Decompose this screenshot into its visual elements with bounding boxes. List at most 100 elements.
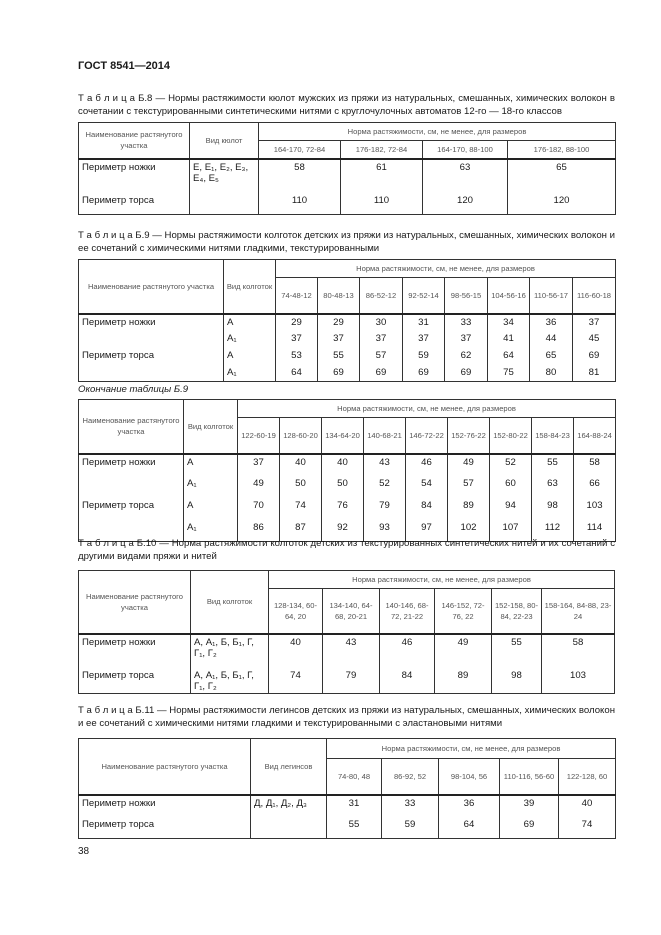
cell-value: 98 (491, 667, 542, 694)
cell-value: 40 (279, 453, 322, 476)
column-header-name: Наименование растянутого участка (78, 122, 190, 160)
table-row: Периметр торса А 70 74 76 79 84 89 94 98 103 (78, 497, 617, 520)
cell-value: 70 (237, 497, 280, 520)
cell-value: 30 (359, 313, 403, 331)
header-row: Наименование растянутого участка Вид колг… (78, 399, 617, 455)
column-header-group: Норма растяжимости, см, не менее, для ра… (326, 738, 616, 759)
cell-product-type: А₁ (223, 364, 276, 382)
table-b8: Наименование растянутого участка Вид кюло… (78, 122, 616, 215)
document-header: ГОСТ 8541—2014 (78, 60, 171, 72)
cell-product-type: А, А₁, Б, Б₁, Г, Г₁, Г₂ (190, 667, 269, 694)
cell-value: 43 (363, 453, 406, 476)
cell-value: 46 (379, 633, 435, 668)
size-header: 140-146, 68-72, 21-22 (379, 588, 435, 635)
cell-product-type: А (223, 313, 276, 331)
cell-area-name: Периметр торса (78, 497, 184, 520)
cell-area-name: Периметр торса (78, 816, 251, 839)
column-header-type: Вид колготок (223, 259, 276, 315)
cell-product-type: Д, Д₁, Д₂, Д₃ (250, 794, 327, 817)
cell-value: 110 (340, 192, 423, 215)
cell-value: 31 (326, 794, 382, 817)
size-header: 104-56-16 (487, 277, 530, 315)
cell-product-type: А, А₁, Б, Б₁, Г, Г₁, Г₂ (190, 633, 269, 668)
cell-value: 69 (402, 364, 445, 382)
cell-value: 89 (434, 667, 492, 694)
cell-value: 40 (321, 453, 364, 476)
cell-value: 103 (572, 497, 617, 520)
cell-value: 37 (444, 330, 488, 348)
cell-area-name: Периметр ножки (78, 158, 190, 193)
cell-area-name (78, 475, 184, 498)
cell-value: 84 (405, 497, 448, 520)
cell-value: 65 (507, 158, 616, 193)
header-row-sizes: 164-170, 72-84 176-182, 72-84 164-170, 88-… (79, 140, 616, 160)
cell-value: 53 (275, 347, 318, 365)
header-row: Наименование растянутого участка Вид кюло… (78, 122, 616, 160)
table-b9: Наименование растянутого участка Вид колг… (78, 259, 616, 382)
size-header: 110-116, 56-60 (499, 758, 559, 796)
header-row: Наименование растянутого участка Вид колг… (78, 570, 615, 635)
cell-value: 37 (572, 313, 616, 331)
cell-value: 58 (572, 453, 617, 476)
table-row: Периметр ножки А 29 29 30 31 33 34 36 37 (78, 313, 616, 331)
cell-value: 69 (499, 816, 559, 839)
size-header: 122-128, 60 (558, 758, 616, 796)
cell-value: 89 (447, 497, 490, 520)
column-header-name: Наименование растянутого участка (78, 570, 191, 635)
size-header: 158-84-23 (531, 417, 574, 455)
cell-value: 36 (529, 313, 573, 331)
cell-value: 29 (275, 313, 318, 331)
cell-product-type: А (223, 347, 276, 365)
cell-value: 59 (402, 347, 445, 365)
size-header: 152-80-22 (489, 417, 532, 455)
cell-area-name: Периметр торса (78, 347, 224, 365)
table-b8-caption: Т а б л и ц а Б.8 — Нормы растяжимости к… (78, 93, 615, 117)
size-header: 128-134, 60-64, 20 (268, 588, 323, 635)
cell-value: 46 (405, 453, 448, 476)
cell-value: 64 (275, 364, 318, 382)
cell-value: 37 (317, 330, 360, 348)
cell-value: 40 (268, 633, 323, 668)
cell-value: 45 (572, 330, 616, 348)
cell-value: 37 (402, 330, 445, 348)
cell-value: 52 (489, 453, 532, 476)
column-header-type: Вид кюлот (189, 122, 259, 160)
size-header: 146-72-22 (405, 417, 448, 455)
cell-value: 74 (279, 497, 322, 520)
cell-product-type: А (183, 497, 238, 520)
table-row: Периметр торса А 53 55 57 59 62 64 65 69 (78, 347, 616, 365)
column-header-group: Норма растяжимости, см, не менее, для ра… (268, 570, 615, 589)
table-b9-continued: Наименование растянутого участка Вид колг… (78, 399, 617, 542)
cell-value: 110 (258, 192, 341, 215)
column-header-group: Норма растяжимости, см, не менее, для ра… (258, 122, 616, 141)
column-header-name: Наименование растянутого участка (78, 259, 224, 315)
size-header: 140-68-21 (363, 417, 406, 455)
table-row: А₁ 64 69 69 69 69 75 80 81 (78, 364, 616, 382)
cell-value: 39 (499, 794, 559, 817)
table-row: Периметр ножки А, А₁, Б, Б₁, Г, Г₁, Г₂ 40 4… (78, 633, 615, 668)
size-header: 152-76-22 (447, 417, 490, 455)
cell-area-name (78, 364, 224, 382)
cell-product-type (189, 192, 259, 215)
header-row-sizes: 128-134, 60-64, 20 134-140, 64-68, 20-21 1… (79, 588, 615, 635)
cell-value: 37 (359, 330, 403, 348)
cell-value: 98 (531, 497, 574, 520)
table-row: Периметр торса А, А₁, Б, Б₁, Г, Г₁, Г₂ 74 7… (78, 667, 615, 694)
cell-value: 94 (489, 497, 532, 520)
cell-value: 79 (322, 667, 380, 694)
cell-value: 69 (317, 364, 360, 382)
cell-value: 80 (529, 364, 573, 382)
cell-value: 33 (444, 313, 488, 331)
cell-value: 81 (572, 364, 616, 382)
cell-product-type: А (183, 453, 238, 476)
table-b10-caption: Т а б л и ц а Б.10 — Норма растяжимости … (78, 538, 615, 562)
size-header: 74-80, 48 (326, 758, 382, 796)
cell-value: 62 (444, 347, 488, 365)
size-header: 122-60-19 (237, 417, 280, 455)
cell-value: 75 (487, 364, 530, 382)
cell-value: 69 (444, 364, 488, 382)
size-header: 176-182, 72-84 (340, 140, 423, 160)
size-header: 98-56-15 (444, 277, 488, 315)
cell-product-type (250, 816, 327, 839)
cell-product-type: А₁ (223, 330, 276, 348)
